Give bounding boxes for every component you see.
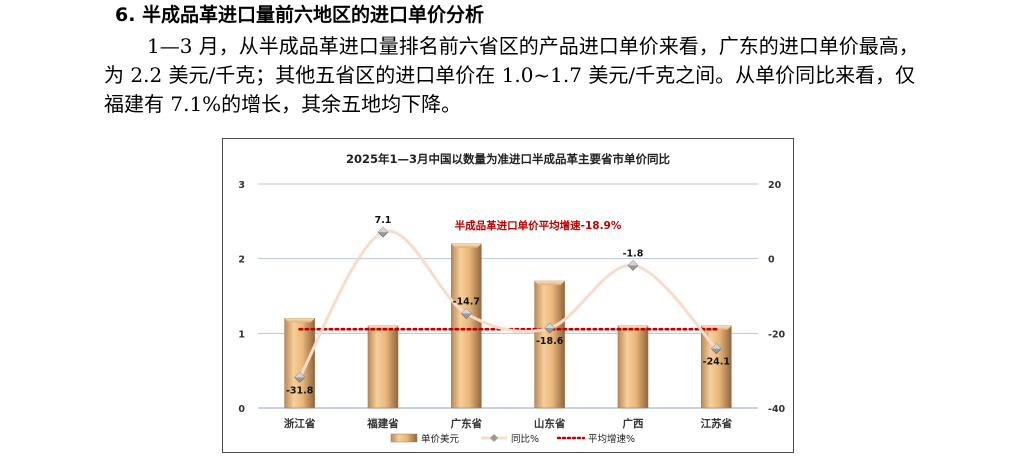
chart-title: 2025年1—3月中国以数量为准进口半成品革主要省市单价同比 xyxy=(346,152,671,166)
bar xyxy=(534,280,565,409)
yoy-marker-highlight xyxy=(544,323,555,329)
bar xyxy=(451,243,482,409)
data-label: -1.8 xyxy=(623,248,644,259)
y-left-tick-label: 1 xyxy=(238,329,245,340)
x-tick-label: 山东省 xyxy=(534,417,566,430)
chart-container: 2025年1—3月中国以数量为准进口半成品革主要省市单价同比 0 1 2 3 -40 -2… xyxy=(222,138,794,453)
y-right-tick-label: 0 xyxy=(768,255,775,266)
section-heading: 6. 半成品革进口量前六地区的进口单价分析 xyxy=(115,4,485,26)
legend-swatch-bar xyxy=(390,433,418,443)
yoy-marker-highlight xyxy=(294,372,305,378)
legend-swatch-marker xyxy=(490,434,498,442)
y-right-tick-label: 20 xyxy=(768,180,782,191)
yoy-line xyxy=(298,229,718,379)
y-left-tick-label: 0 xyxy=(238,404,245,415)
bar-bevel xyxy=(284,318,315,323)
y-left-tick-label: 2 xyxy=(238,255,245,266)
chart-legend: 单价美元 同比% 平均增速% xyxy=(390,433,635,445)
bar-bevel xyxy=(451,243,482,248)
x-tick-label: 江苏省 xyxy=(701,417,733,430)
unit-price-chart: 2025年1—3月中国以数量为准进口半成品革主要省市单价同比 0 1 2 3 -40 -2… xyxy=(238,152,786,445)
y-left-tick-label: 3 xyxy=(238,180,245,191)
bar xyxy=(367,325,399,409)
average-annotation: 半成品革进口单价平均增速-18.9% xyxy=(455,219,622,232)
data-label: -24.1 xyxy=(703,357,730,368)
data-label: -14.7 xyxy=(453,297,480,308)
y-right-tick-label: -40 xyxy=(768,404,786,415)
legend-label: 同比% xyxy=(511,433,539,445)
data-label: -18.6 xyxy=(536,336,564,347)
bar xyxy=(617,325,649,409)
legend-label: 平均增速% xyxy=(588,433,635,445)
x-tick-label: 广东省 xyxy=(451,417,483,430)
legend-label: 单价美元 xyxy=(421,433,460,445)
x-tick-label: 广西 xyxy=(623,417,644,430)
data-label: 7.1 xyxy=(375,215,392,226)
analysis-paragraph: 1—3 月，从半成品革进口量排名前六省区的产品进口单价来看，广东的进口单价最高，… xyxy=(104,34,919,116)
bar xyxy=(284,318,315,409)
bar xyxy=(701,325,732,409)
x-tick-label: 福建省 xyxy=(366,417,399,430)
yoy-marker-highlight xyxy=(711,343,722,349)
bar-bevel xyxy=(534,281,565,286)
data-label: -31.8 xyxy=(286,385,314,396)
yoy-marker-highlight xyxy=(461,308,472,314)
yoy-marker xyxy=(627,259,639,271)
x-tick-label: 浙江省 xyxy=(284,417,316,430)
yoy-marker-highlight xyxy=(628,260,638,266)
y-right-tick-label: -20 xyxy=(768,329,786,340)
yoy-marker-highlight xyxy=(378,227,388,233)
